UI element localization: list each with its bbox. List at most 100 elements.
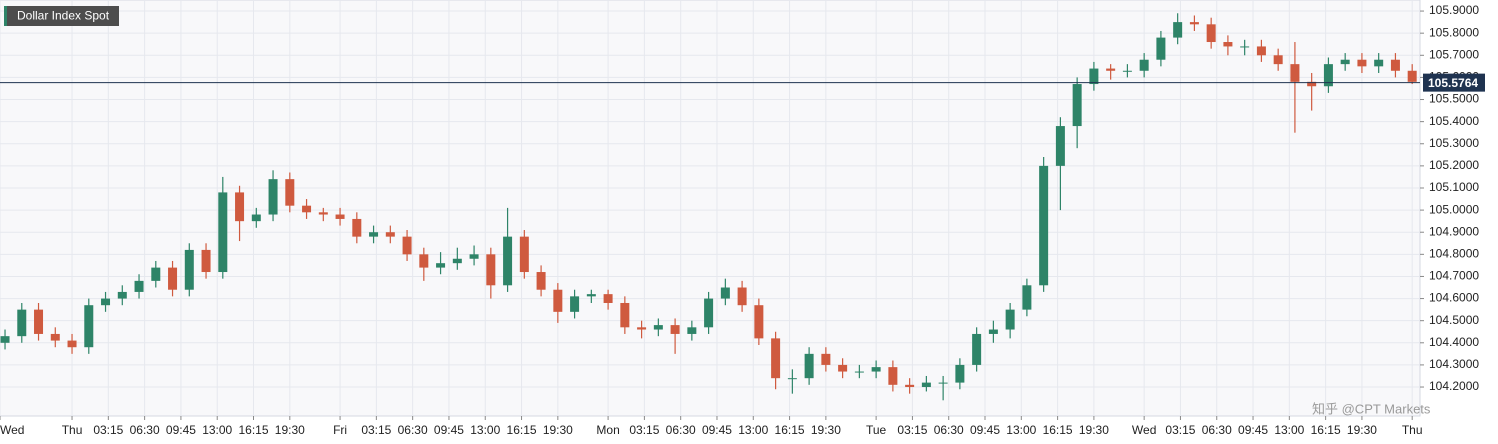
x-tick-label: 13:00	[1006, 423, 1036, 437]
x-tick-label: 06:30	[666, 423, 696, 437]
x-tick-label: 16:15	[1043, 423, 1073, 437]
candle-body	[804, 353, 814, 379]
x-tick-label: Thu	[62, 423, 83, 437]
y-tick-label: 104.5000	[1429, 313, 1479, 327]
candle-body	[938, 382, 948, 384]
candle-body	[235, 192, 245, 222]
candle-body	[1173, 22, 1183, 38]
x-tick-label: 16:15	[1311, 423, 1341, 437]
candle-body	[972, 333, 982, 365]
candle-body	[754, 305, 764, 339]
candle-body	[1055, 126, 1065, 166]
candle-body	[168, 267, 178, 290]
candle-body	[402, 236, 412, 255]
candle-body	[385, 232, 395, 237]
candle-body	[1307, 81, 1317, 87]
candle-body	[67, 340, 77, 348]
candle-body	[704, 298, 714, 328]
y-tick-label: 104.7000	[1429, 269, 1479, 283]
x-tick-label: 03:15	[361, 423, 391, 437]
candle-body	[1022, 285, 1032, 310]
candle-body	[553, 289, 563, 312]
x-tick-label: 13:00	[738, 423, 768, 437]
candle-body	[1072, 84, 1082, 127]
last-price-box	[1423, 73, 1485, 92]
y-tick-label: 105.1000	[1429, 180, 1479, 194]
x-tick-label: 06:30	[1202, 423, 1232, 437]
candle-body	[1374, 59, 1384, 67]
y-tick-label: 105.5000	[1429, 92, 1479, 106]
candle-body	[503, 236, 513, 286]
candle-body	[586, 294, 596, 297]
x-tick-label: 13:00	[202, 423, 232, 437]
candle-body	[871, 367, 881, 372]
candle-body	[1240, 46, 1250, 48]
candle-body	[84, 305, 94, 348]
candle-body	[1390, 59, 1400, 71]
x-tick-label: 03:15	[93, 423, 123, 437]
y-tick-label: 104.2000	[1429, 379, 1479, 393]
y-tick-label: 104.9000	[1429, 224, 1479, 238]
candle-body	[1089, 68, 1099, 85]
x-tick-label: 19:30	[1347, 423, 1377, 437]
y-tick-label: 105.8000	[1429, 25, 1479, 39]
candle-body	[268, 179, 278, 215]
x-tick-label: Tue	[866, 423, 887, 437]
title-accent	[4, 6, 7, 26]
x-tick-label: 19:30	[811, 423, 841, 437]
candle-body	[218, 192, 228, 273]
candle-body	[637, 327, 647, 330]
candle-body	[670, 325, 680, 334]
x-tick-label: 06:30	[398, 423, 428, 437]
candle-body	[1223, 42, 1233, 47]
x-tick-label: Wed	[1132, 423, 1156, 437]
x-tick-label: 09:45	[702, 423, 732, 437]
candle-body	[151, 267, 161, 281]
x-tick-label: Mon	[596, 423, 619, 437]
x-tick-label: 06:30	[130, 423, 160, 437]
x-tick-label: 16:15	[507, 423, 537, 437]
y-tick-label: 105.9000	[1429, 3, 1479, 17]
y-tick-label: 104.3000	[1429, 357, 1479, 371]
x-tick-label: 03:15	[897, 423, 927, 437]
candle-body	[335, 214, 345, 219]
candle-body	[737, 287, 747, 306]
candle-body	[1005, 309, 1015, 330]
candle-body	[318, 212, 328, 215]
x-tick-label: 03:15	[1165, 423, 1195, 437]
candle-body	[352, 218, 362, 237]
candle-body	[1156, 37, 1166, 60]
candle-body	[905, 384, 915, 388]
watermark: 知乎 @CPT Markets	[1312, 401, 1431, 416]
candle-body	[1256, 46, 1266, 56]
candle-body	[1323, 64, 1333, 87]
x-tick-label: Fri	[333, 423, 347, 437]
candle-body	[570, 296, 580, 312]
x-tick-label: 09:45	[166, 423, 196, 437]
candle-body	[1290, 64, 1300, 82]
x-tick-label: 19:30	[543, 423, 573, 437]
x-tick-label: 19:30	[1079, 423, 1109, 437]
candle-body	[720, 287, 730, 299]
y-tick-label: 104.8000	[1429, 247, 1479, 261]
candle-body	[1189, 22, 1199, 25]
x-tick-label: 09:45	[434, 423, 464, 437]
candle-body	[17, 309, 27, 337]
candle-body	[1357, 59, 1367, 67]
candle-body	[0, 336, 10, 343]
candle-body	[285, 179, 295, 206]
x-tick-label: 09:45	[970, 423, 1000, 437]
x-tick-label: 09:45	[1238, 423, 1268, 437]
candle-body	[653, 325, 663, 330]
plot-area	[0, 0, 1421, 417]
candle-body	[687, 327, 697, 334]
candle-body	[486, 254, 496, 286]
candle-body	[1340, 59, 1350, 65]
candle-body	[787, 378, 797, 380]
title-box	[4, 6, 119, 26]
candle-body	[1139, 59, 1149, 71]
candle-body	[620, 302, 630, 328]
candle-body	[821, 353, 831, 365]
